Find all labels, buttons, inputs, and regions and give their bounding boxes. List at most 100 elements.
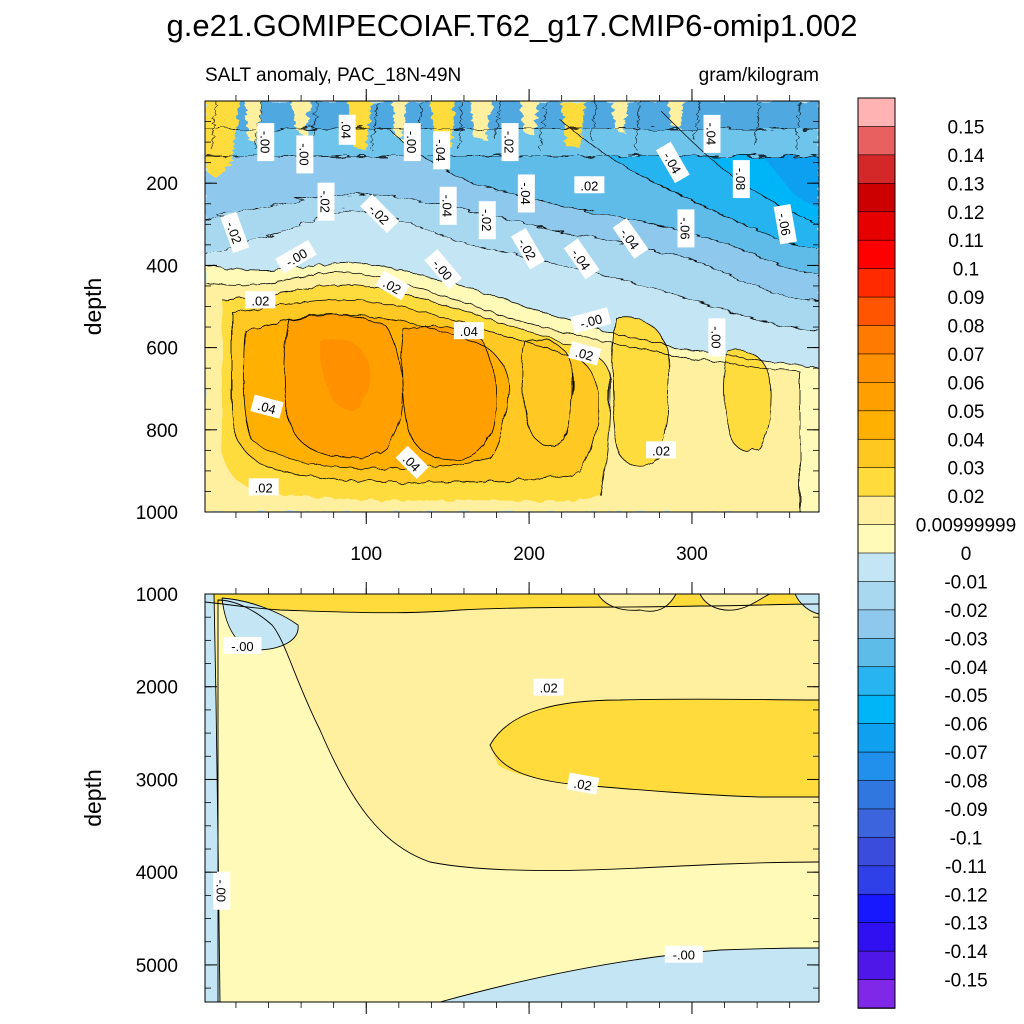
colorbar-label: 0.09 [948,288,985,309]
colorbar-swatch [857,438,896,469]
contour-label-text: -.02 [318,190,333,212]
contour-label-text: .02 [580,178,598,193]
colorbar-swatch [857,524,896,554]
colorbar-label: -0.07 [944,743,987,764]
contour-label: -.00 [664,945,703,963]
contour-label-bg [517,174,535,213]
contour-label: -.02 [478,201,496,240]
colorbar-label: 0.04 [948,430,985,451]
colorbar-swatch [857,552,896,583]
contour-label: -.06 [773,204,797,245]
y-axis-label: depth [80,278,106,336]
contour-label-bg [703,114,721,153]
colorbar-swatch [857,666,896,696]
contour-label-text: -.08 [733,168,748,190]
contour-label-text: .04 [339,121,354,139]
contour-label: -.04 [433,131,451,170]
contour-label-text: .02 [573,776,593,794]
contour-label: .02 [245,291,276,309]
contour-label-bg [223,636,262,654]
colorbar-label: 0.08 [948,317,985,338]
contour-label: .04 [338,114,356,145]
colorbar-swatch [857,211,896,241]
colorbar-swatch [857,808,896,839]
colorbar-swatch [857,609,896,640]
contour-label-bg [708,318,726,357]
colorbar-label: 0.14 [948,146,985,167]
colorbar-swatch [857,183,896,213]
colorbar-label: -0.15 [944,971,987,992]
contour-label-text: -.06 [677,217,692,239]
contour-label-bg [566,772,600,795]
contour-label: -.02 [501,123,519,162]
colorbar-label: -0.01 [944,572,987,593]
colorbar-swatch [857,268,896,298]
contour-label-bg [338,114,356,145]
top-axes: 200 400 600 800 1000 100 200 300 depth [80,89,819,565]
contour-label-bg [439,186,457,225]
colorbar-label: 0.02 [948,487,985,508]
colorbar-label: 0.05 [948,402,985,423]
contour-label-bg [453,322,484,340]
contour-label-text: -.00 [404,131,419,153]
colorbar-label: -0.13 [944,914,987,935]
x-tick-label: 300 [676,544,708,565]
contour-label: .02 [566,772,600,795]
colorbar-swatch [857,353,896,384]
colorbar-swatch [857,382,896,412]
y-tick-label: 1000 [136,585,178,606]
contour-label: -.06 [677,209,695,248]
contour-label-bg [533,678,564,696]
y-tick-label: 1000 [136,503,178,524]
contour-label-bg [574,176,605,194]
contour-label-bg [567,341,602,366]
contour-label-bg [275,239,317,274]
contour-label-text: .04 [460,324,478,339]
colorbar-swatch [857,410,896,441]
y-tick-label: 3000 [136,770,178,791]
contour-label-text: -.00 [673,948,695,963]
contour-label-text: -.02 [223,220,245,246]
contour-label: .02 [567,341,602,366]
contour-label: -.04 [517,174,535,213]
colorbar-label: -0.1 [950,828,983,849]
contour-label-bg [250,394,284,419]
colorbar-label: -0.09 [944,800,987,821]
contour-label-bg [677,209,695,248]
contour-label-text: -.00 [578,311,604,331]
contour-label-bg [501,123,519,162]
contour-label-bg [360,194,400,234]
colorbar-label: 0 [961,544,972,565]
colorbar-swatch [857,751,896,782]
colorbar-swatch [857,893,896,924]
contour-label-text: -.00 [708,326,723,348]
colorbar-swatch [857,97,896,128]
colorbar-label: -0.04 [944,658,988,679]
contour-label: -.00 [708,318,726,357]
contour-label: -.00 [223,636,262,654]
colorbar-swatch [857,694,896,725]
contour-label-text: -.00 [231,639,253,654]
colorbar-swatch [857,467,896,497]
contour-label-text: -.04 [440,195,455,217]
colorbar-label: -0.12 [944,885,987,906]
colorbar-swatch [857,154,896,185]
colorbar-label: 0.15 [948,117,985,138]
contour-label-bg [664,945,703,963]
contour-label: -.00 [296,135,314,174]
contour-label-bg [245,291,276,309]
colorbar-swatch [857,126,896,156]
top-panel: .04 -.00 -.00 -.00 -.04 -.02 -.04 -.04 -.08 .02 -.… [80,89,820,565]
colorbar-label: 0.11 [948,231,984,252]
chart-subtitle-right: gram/kilogram [699,65,819,86]
colorbar-label: -0.11 [945,857,987,878]
contour-label: .04 [453,322,484,340]
contour-label-bg [424,249,462,290]
contour-label-bg [395,445,429,479]
colorbar-swatch [857,325,896,355]
contour-label-bg [655,141,690,184]
contour-label-bg [570,307,612,334]
contour-label: .02 [533,678,564,696]
bottom-axes: 1000 2000 3000 4000 5000 depth [80,582,819,1014]
contour-label-text: -.00 [213,880,228,902]
